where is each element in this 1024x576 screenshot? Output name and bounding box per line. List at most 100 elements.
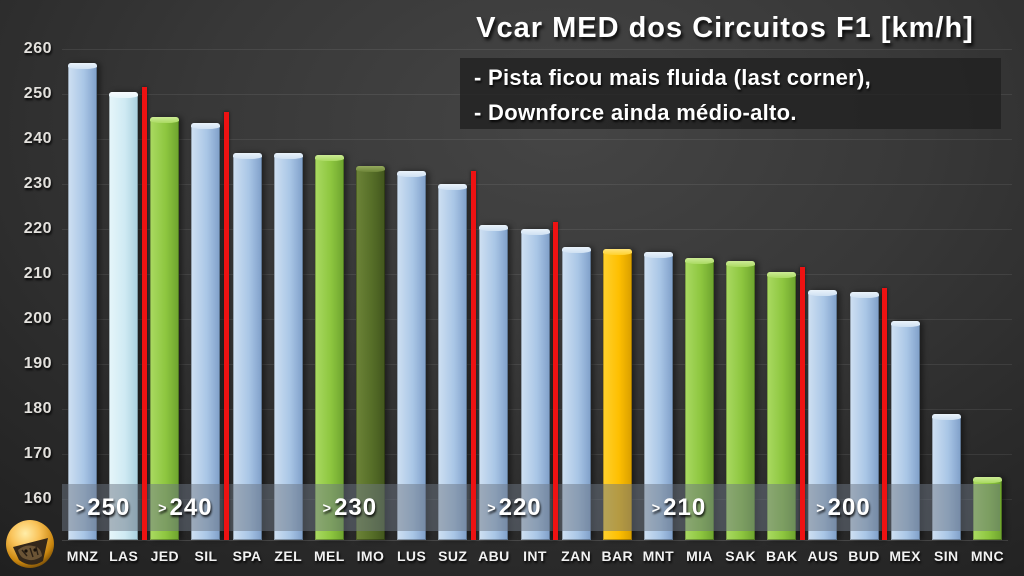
bar-lus: [397, 170, 427, 540]
x-axis-label: ZEL: [274, 548, 303, 564]
bar-top-highlight: [150, 116, 180, 123]
y-axis-label: 240: [23, 130, 52, 147]
bar-top-highlight: [479, 224, 509, 231]
x-axis-line: [62, 540, 1008, 541]
bar-top-highlight: [109, 91, 139, 98]
x-axis-label: SIN: [934, 548, 959, 564]
x-axis-label: JED: [150, 548, 180, 564]
speed-band-label: >210: [556, 484, 803, 531]
x-axis-label: INT: [523, 548, 547, 564]
bar-top-highlight: [602, 249, 632, 256]
x-axis-label: MNZ: [66, 548, 99, 564]
y-axis-label: 180: [23, 400, 52, 417]
x-axis-label: IMO: [356, 548, 385, 564]
bar-jed: [150, 116, 180, 540]
speed-band-value: 230: [334, 494, 378, 521]
x-axis-label: BAR: [601, 548, 634, 564]
x-axis-label: SPA: [232, 548, 262, 564]
bar-top-highlight: [685, 258, 715, 265]
y-axis-label: 250: [23, 85, 52, 102]
y-axis-label: 190: [23, 355, 52, 372]
x-axis-label: LUS: [396, 548, 427, 564]
x-axis-label: BAK: [766, 548, 798, 564]
bar-top-highlight: [726, 260, 756, 267]
annotation-line-2: - Downforce ainda médio-alto.: [474, 100, 797, 125]
bar-top-highlight: [68, 62, 98, 69]
y-axis-label: 220: [23, 220, 52, 237]
bar-top-highlight: [561, 247, 591, 253]
bar-imo: [355, 166, 385, 540]
chart-title: Vcar MED dos Circuitos F1 [km/h]: [476, 12, 974, 44]
speed-band-value: 210: [663, 494, 707, 521]
threshold-line: [470, 170, 476, 540]
bar-top-highlight: [232, 152, 262, 159]
speed-band-value: 250: [87, 494, 131, 521]
greater-than-icon: >: [487, 500, 497, 517]
x-axis-label: ZAN: [561, 548, 592, 564]
x-axis-label: ABU: [478, 548, 510, 564]
speed-band-label: >250: [62, 484, 144, 531]
bar-top-highlight: [438, 184, 468, 190]
greater-than-icon: >: [816, 500, 826, 517]
speed-band-label: >240: [144, 484, 226, 531]
bar-top-highlight: [767, 271, 797, 278]
speed-band-value: 200: [827, 494, 871, 521]
x-axis-label: MNT: [642, 548, 675, 564]
greater-than-icon: >: [158, 500, 168, 517]
gridline: [62, 184, 1012, 185]
gridline: [62, 139, 1012, 140]
y-axis-label: 260: [23, 40, 52, 57]
annotation-box: - Pista ficou mais fluida (last corner),…: [460, 58, 1001, 129]
x-axis-label: BUD: [848, 548, 880, 564]
bar-top-highlight: [355, 166, 385, 172]
y-axis-label: 230: [23, 175, 52, 192]
x-axis-label: MIA: [686, 548, 713, 564]
x-axis-label: MEL: [313, 548, 345, 564]
speed-band-label: >200: [802, 484, 884, 531]
bar-top-highlight: [520, 229, 550, 235]
greater-than-icon: >: [322, 500, 333, 517]
y-axis-label: 160: [23, 490, 52, 507]
bar-las: [109, 91, 139, 540]
annotation-line-1: - Pista ficou mais fluida (last corner),: [474, 65, 872, 90]
bar-top-highlight: [397, 170, 427, 177]
x-axis-label: SAK: [725, 548, 757, 564]
threshold-line: [141, 87, 147, 540]
x-axis-label: LAS: [109, 548, 139, 564]
bar-top-highlight: [931, 413, 961, 420]
x-axis-label: MEX: [889, 548, 921, 564]
bar-top-highlight: [849, 292, 879, 298]
bar-top-highlight: [808, 289, 838, 296]
threshold-line: [224, 112, 230, 540]
bar-top-highlight: [191, 123, 221, 130]
bar-sil: [191, 123, 221, 540]
bar-top-highlight: [643, 251, 673, 258]
threshold-line: [553, 222, 559, 540]
x-axis-label: SIL: [194, 548, 218, 564]
speed-band-label: >220: [473, 484, 555, 531]
bar-top-highlight: [972, 476, 1002, 483]
speed-band: [62, 484, 1000, 531]
mascot-helmet-icon: [6, 520, 54, 568]
gridline: [62, 49, 1012, 50]
speed-band-value: 220: [498, 494, 542, 521]
bar-spa: [232, 152, 262, 540]
threshold-line: [882, 287, 888, 540]
threshold-line: [799, 267, 805, 540]
speed-band-value: 240: [169, 494, 213, 521]
greater-than-icon: >: [75, 500, 86, 517]
y-axis-label: 200: [23, 310, 52, 327]
x-axis-label: AUS: [807, 548, 839, 564]
y-axis-label: 210: [23, 265, 52, 282]
bar-top-highlight: [273, 152, 303, 159]
bar-top-highlight: [890, 321, 920, 328]
x-axis-label: MNC: [970, 548, 1004, 564]
greater-than-icon: >: [651, 500, 662, 517]
bar-suz: [438, 184, 468, 540]
y-axis-label: 170: [23, 445, 52, 462]
bar-mnz: [68, 62, 98, 540]
bar-mel: [314, 154, 344, 540]
speed-band-label: >230: [227, 484, 474, 531]
